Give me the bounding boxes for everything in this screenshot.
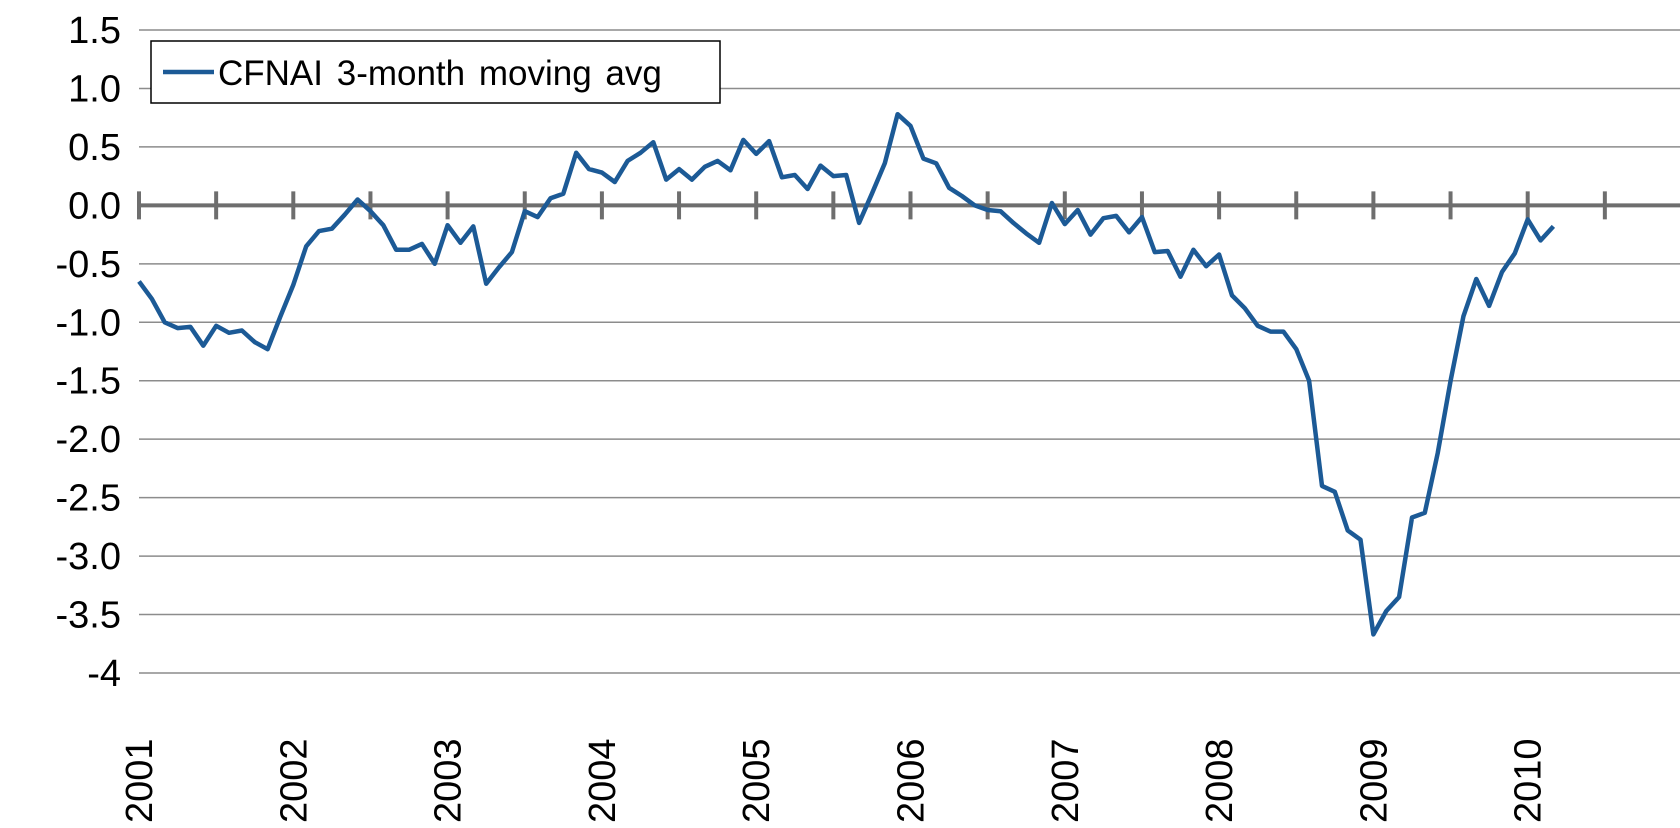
x-tick-label: 2005 (736, 738, 778, 823)
x-tick-label: 2004 (582, 738, 624, 823)
y-tick-label: -1.0 (56, 302, 121, 344)
x-tick-label: 2009 (1353, 738, 1395, 823)
x-tick-label: 2008 (1199, 738, 1241, 823)
legend: CFNAI 3-month moving avg (150, 40, 721, 104)
x-tick-label: 2003 (428, 738, 470, 823)
x-tick-label: 2007 (1045, 738, 1087, 823)
y-tick-label: -2.5 (56, 478, 121, 520)
y-tick-label: -4 (87, 653, 121, 695)
y-tick-label: -0.5 (56, 244, 121, 286)
y-tick-label: 0.5 (68, 127, 121, 169)
y-tick-label: -3.0 (56, 536, 121, 578)
data-line (137, 111, 1556, 637)
x-tick-label: 2006 (891, 738, 933, 823)
y-tick-label: -2.0 (56, 419, 121, 461)
y-tick-label: -1.5 (56, 361, 121, 403)
y-tick-label: 1.0 (68, 68, 121, 110)
y-tick-label: 1.5 (68, 10, 121, 52)
y-tick-label: 0.0 (68, 185, 121, 227)
x-tick-label: 2001 (119, 738, 161, 823)
legend-label: CFNAI 3-month moving avg (218, 54, 662, 93)
x-tick-label: 2010 (1508, 738, 1550, 823)
y-tick-label: -3.5 (56, 595, 121, 637)
x-tick-label: 2002 (273, 738, 315, 823)
legend-box (150, 40, 721, 104)
